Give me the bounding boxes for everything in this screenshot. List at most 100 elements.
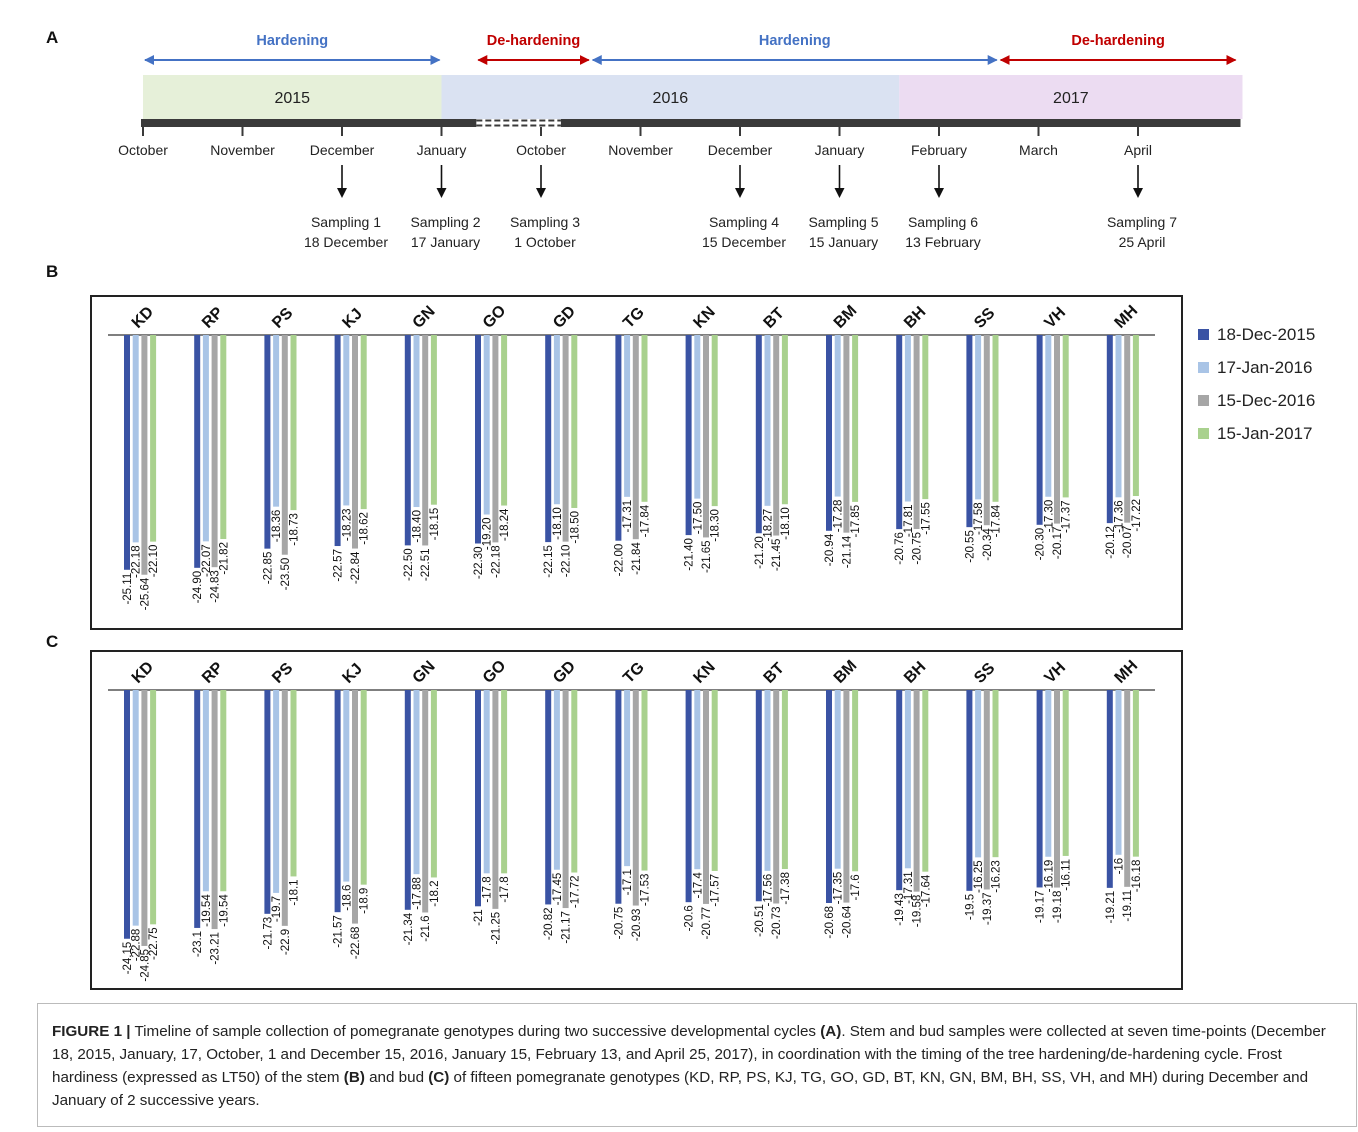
value-label: -17.22 [1131, 499, 1143, 532]
bar [1036, 335, 1043, 525]
bar [1062, 690, 1069, 856]
value-label: -20.76 [894, 532, 906, 565]
value-label: -17.38 [780, 872, 792, 905]
value-label: -17.84 [640, 504, 652, 537]
category-label: GO [480, 302, 510, 332]
bar [694, 335, 701, 499]
value-label: -18.73 [289, 513, 301, 546]
bar [290, 335, 297, 511]
value-label: -16.18 [1131, 860, 1143, 893]
bar [632, 335, 639, 540]
sampling-name: Sampling 4 [709, 214, 779, 230]
bar [202, 690, 209, 892]
bar [896, 690, 903, 891]
bar [624, 335, 631, 497]
legend-label: 15-Jan-2017 [1217, 423, 1313, 443]
value-label: -22.15 [543, 545, 555, 578]
value-label: -21.40 [684, 538, 696, 571]
value-label: -23.50 [280, 558, 292, 591]
legend-swatch [1198, 428, 1209, 439]
bar [360, 690, 367, 885]
bar [703, 335, 709, 538]
value-label: -17.84 [991, 504, 1003, 537]
bar [975, 690, 982, 858]
year-label: 2015 [274, 90, 310, 107]
value-label: -20.68 [824, 906, 836, 939]
bar [1106, 335, 1113, 524]
category-label: KN [690, 658, 718, 686]
bar [220, 690, 227, 892]
bar [983, 690, 990, 890]
bar [475, 690, 481, 907]
category-label: MH [1112, 302, 1142, 332]
value-label: -21.6 [420, 915, 432, 941]
bar [430, 690, 437, 878]
bar [773, 335, 780, 536]
sampling-name: Sampling 5 [808, 214, 878, 230]
bar [896, 335, 903, 530]
category-label: KJ [339, 660, 365, 686]
phase-label: De-hardening [1071, 33, 1164, 49]
sampling-date: 1 October [514, 234, 576, 250]
bar [141, 335, 148, 575]
value-label: -22.9 [280, 929, 292, 955]
value-label: -17.58 [973, 502, 985, 535]
value-label: -17.55 [920, 502, 932, 535]
value-label: -22.30 [473, 547, 485, 580]
bar [1132, 690, 1139, 857]
value-label: -17.31 [903, 871, 915, 904]
legend-swatch [1198, 362, 1209, 373]
category-label: RP [199, 659, 227, 687]
month-label: October [118, 142, 168, 158]
bar [220, 335, 227, 540]
bar [834, 335, 841, 497]
value-label: -20.55 [964, 530, 976, 563]
bar [501, 690, 508, 874]
bar [913, 690, 920, 892]
value-label: -22.88 [131, 929, 143, 962]
category-label: TG [620, 304, 648, 332]
sampling-name: Sampling 2 [410, 214, 480, 230]
bar [404, 335, 411, 546]
value-label: -25.64 [139, 577, 151, 610]
bar [483, 335, 490, 515]
value-label: -18.10 [780, 507, 792, 540]
bar [343, 335, 350, 506]
value-label: -17.88 [412, 877, 424, 910]
bar [615, 335, 622, 541]
category-label: GD [550, 303, 579, 332]
month-label: January [815, 142, 865, 158]
stem-chart-frame: KD -25.11 -22.18 -25.64 -22.10 RP -24.90 -22.07… [90, 295, 1183, 630]
legend-swatch [1198, 395, 1209, 406]
value-label: -18.30 [710, 509, 722, 542]
value-label: -21.34 [403, 912, 415, 945]
category-label: GN [410, 658, 439, 687]
stem-frost-hardiness-chart: KD-25.11-22.18-25.64-22.10RP-24.90-22.07… [108, 302, 1155, 610]
category-label: BH [901, 303, 929, 331]
value-label: -17.45 [552, 873, 564, 906]
bar [922, 335, 929, 500]
bar [966, 335, 973, 528]
bar [501, 335, 508, 506]
bar [571, 335, 578, 508]
bar [492, 690, 499, 909]
bar [992, 335, 999, 502]
value-label: -18.6 [341, 885, 353, 911]
month-label: October [516, 142, 566, 158]
value-label: -22.10 [148, 545, 160, 578]
value-label: -19.17 [1035, 890, 1047, 923]
phase-label: De-hardening [487, 33, 580, 49]
value-label: -20.34 [982, 528, 994, 561]
bar [966, 690, 973, 891]
legend-swatch [1198, 329, 1209, 340]
value-label: -18.15 [429, 508, 441, 541]
bar [124, 335, 130, 570]
value-label: -18.2 [429, 880, 441, 906]
category-label: VH [1041, 304, 1069, 332]
legend-label: 15-Dec-2016 [1217, 390, 1316, 410]
bar [150, 335, 157, 542]
value-label: -20.77 [701, 907, 713, 940]
value-label: -18.1 [289, 879, 301, 905]
value-label: -22.68 [350, 927, 362, 960]
month-label: February [911, 142, 967, 158]
